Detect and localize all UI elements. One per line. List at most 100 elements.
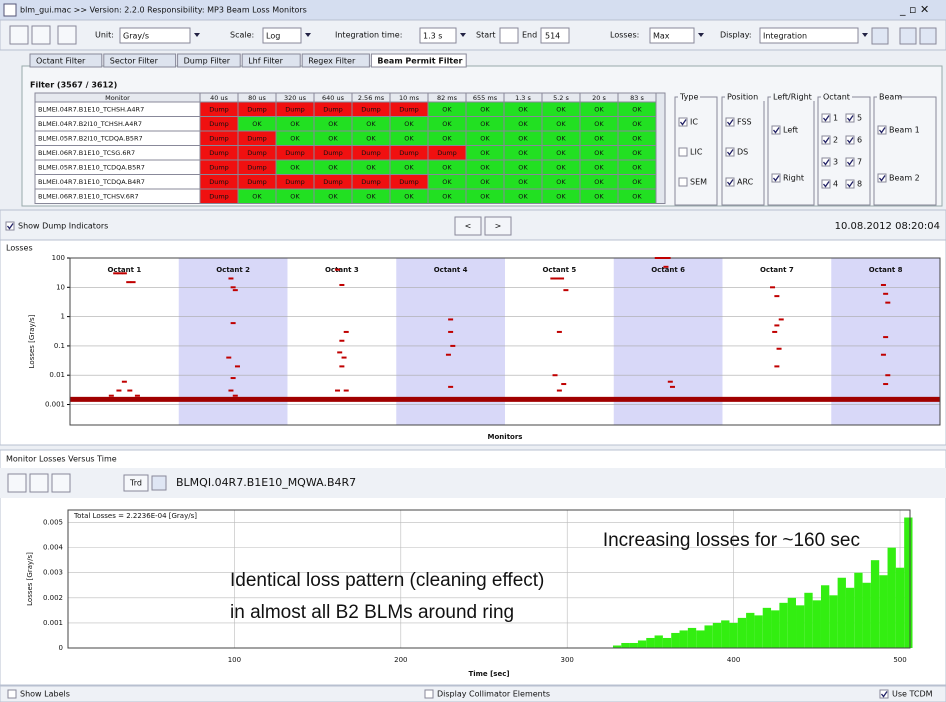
checkbox[interactable] <box>821 157 831 167</box>
checkbox[interactable] <box>678 147 688 157</box>
tool-button[interactable] <box>51 473 71 493</box>
loss-bar <box>779 602 788 648</box>
checkbox[interactable] <box>7 689 17 699</box>
loss-point <box>121 272 127 275</box>
spinner[interactable] <box>540 27 570 44</box>
y-tick-label: 10 <box>56 283 65 291</box>
window-controls[interactable]: _ ▫ ✕ <box>899 3 929 16</box>
scrollbar[interactable] <box>655 92 666 204</box>
checkbox[interactable] <box>725 117 735 127</box>
check-mark <box>726 149 734 156</box>
checkbox[interactable] <box>877 125 887 135</box>
window-icon <box>3 3 17 17</box>
tab[interactable] <box>103 53 177 68</box>
filter-option: 1 <box>833 114 838 123</box>
loss-bar <box>687 627 697 648</box>
tool-button[interactable] <box>919 27 937 45</box>
combo-box[interactable] <box>119 27 191 44</box>
status-cell: OK <box>366 192 376 200</box>
status-cell: Dump <box>399 178 419 186</box>
trend-button[interactable] <box>123 474 149 492</box>
checkbox[interactable] <box>5 221 15 231</box>
tab[interactable] <box>29 53 103 68</box>
loss-bar <box>820 585 830 648</box>
loss-bar <box>870 560 880 648</box>
annotation: in almost all B2 BLMs around ring <box>230 602 514 623</box>
status-cell: Dump <box>361 149 381 157</box>
checkbox[interactable] <box>845 157 855 167</box>
loss-point <box>556 330 562 333</box>
section-title: Losses <box>6 244 33 253</box>
filter-option: 7 <box>857 158 862 167</box>
status-cell: OK <box>442 192 452 200</box>
group-title: Left/Right <box>773 93 812 102</box>
loss-point <box>669 385 675 388</box>
loss-point <box>130 281 136 284</box>
status-cell: OK <box>594 163 604 171</box>
tab[interactable] <box>241 53 301 68</box>
checkbox[interactable] <box>771 173 781 183</box>
nav-button[interactable] <box>454 216 482 236</box>
y-tick-label: 100 <box>52 254 65 262</box>
checkbox[interactable] <box>821 135 831 145</box>
status-cell: OK <box>556 178 566 186</box>
tool-button[interactable] <box>9 25 29 45</box>
status-cell: OK <box>518 163 528 171</box>
checkbox[interactable] <box>845 179 855 189</box>
loss-point <box>774 295 780 298</box>
table-header: Monitor <box>105 94 130 102</box>
checkbox[interactable] <box>771 125 781 135</box>
tool-button[interactable] <box>31 25 51 45</box>
status-cell: OK <box>518 178 528 186</box>
octant-label: Octant 4 <box>434 266 468 274</box>
save-button[interactable] <box>151 475 167 491</box>
checkbox[interactable] <box>845 113 855 123</box>
tab-label: Sector Filter <box>110 57 159 66</box>
checkbox[interactable] <box>424 689 434 699</box>
loss-point <box>339 283 345 286</box>
checkbox[interactable] <box>725 177 735 187</box>
filter-option: Beam 1 <box>889 126 920 135</box>
status-cell: OK <box>404 192 414 200</box>
tab[interactable] <box>177 53 241 68</box>
tool-button[interactable] <box>899 27 917 45</box>
combo-box[interactable] <box>419 27 457 44</box>
checkbox[interactable] <box>845 135 855 145</box>
loss-bar <box>737 617 747 648</box>
loss-bar <box>762 607 772 648</box>
loss-point <box>776 347 782 350</box>
tool-button[interactable] <box>7 473 27 493</box>
status-cell: Dump <box>323 149 343 157</box>
tool-button[interactable] <box>871 27 889 45</box>
tool-button[interactable] <box>29 473 49 493</box>
status-cell: OK <box>480 163 490 171</box>
checkbox[interactable] <box>725 147 735 157</box>
nav-button[interactable] <box>484 216 512 236</box>
checkbox[interactable] <box>821 113 831 123</box>
status-cell: Dump <box>361 178 381 186</box>
checkbox[interactable] <box>678 177 688 187</box>
status-cell: OK <box>442 120 452 128</box>
tab[interactable] <box>370 53 467 68</box>
status-cell: OK <box>252 192 262 200</box>
loss-point <box>343 389 349 392</box>
combo-box[interactable] <box>649 27 695 44</box>
tool-button[interactable] <box>57 25 77 45</box>
checkbox[interactable] <box>877 173 887 183</box>
spinner-value: 514 <box>545 32 560 41</box>
legend: Total Losses = 2.2236E-04 [Gray/s] <box>73 512 197 520</box>
checkbox[interactable] <box>879 689 889 699</box>
status-cell: OK <box>328 134 338 142</box>
filter-option: DS <box>737 148 748 157</box>
checkbox-label: Use TCDM <box>892 690 933 699</box>
loss-bar <box>696 630 705 648</box>
combo-box[interactable] <box>262 27 302 44</box>
checkbox[interactable] <box>821 179 831 189</box>
loss-point <box>885 301 891 304</box>
combo-box[interactable] <box>759 27 859 44</box>
status-cell: OK <box>442 105 452 113</box>
spinner[interactable] <box>499 27 519 44</box>
status-cell: OK <box>518 134 528 142</box>
tab[interactable] <box>301 53 370 68</box>
checkbox[interactable] <box>678 117 688 127</box>
